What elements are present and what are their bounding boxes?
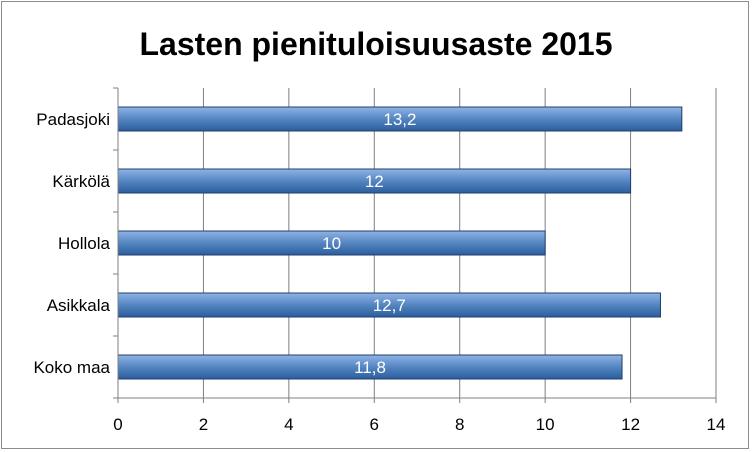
category-label-Koko maa: Koko maa	[33, 358, 110, 377]
x-tick-label-6: 6	[370, 415, 379, 434]
chart-title: Lasten pienituloisuusaste 2015	[139, 26, 612, 62]
data-label-Asikkala: 12,7	[373, 296, 406, 315]
x-tick-label-2: 2	[199, 415, 208, 434]
x-tick-label-4: 4	[284, 415, 293, 434]
x-tick-label-8: 8	[455, 415, 464, 434]
x-tick-label-0: 0	[113, 415, 122, 434]
x-tick-label-10: 10	[536, 415, 555, 434]
category-label-Padasjoki: Padasjoki	[36, 110, 110, 129]
bars: 13,2 12 10 12,7 11,8	[117, 106, 683, 380]
bar-Padasjoki	[117, 106, 683, 132]
bar-Kärkölä	[117, 168, 632, 194]
bar-Asikkala	[117, 292, 661, 318]
data-label-Padasjoki: 13,2	[383, 110, 416, 129]
bar-Koko maa	[117, 354, 623, 380]
axes: Padasjoki Kärkölä Hollola Asikkala Koko maa 0…	[33, 87, 726, 434]
x-tick-label-14: 14	[707, 415, 726, 434]
category-label-Asikkala: Asikkala	[47, 296, 111, 315]
data-label-Koko maa: 11,8	[354, 358, 386, 377]
data-label-Kärkölä: 12	[365, 172, 384, 191]
category-label-Kärkölä: Kärkölä	[52, 172, 110, 191]
category-label-Hollola: Hollola	[58, 234, 111, 253]
data-label-Hollola: 10	[322, 234, 341, 253]
x-tick-label-12: 12	[621, 415, 640, 434]
